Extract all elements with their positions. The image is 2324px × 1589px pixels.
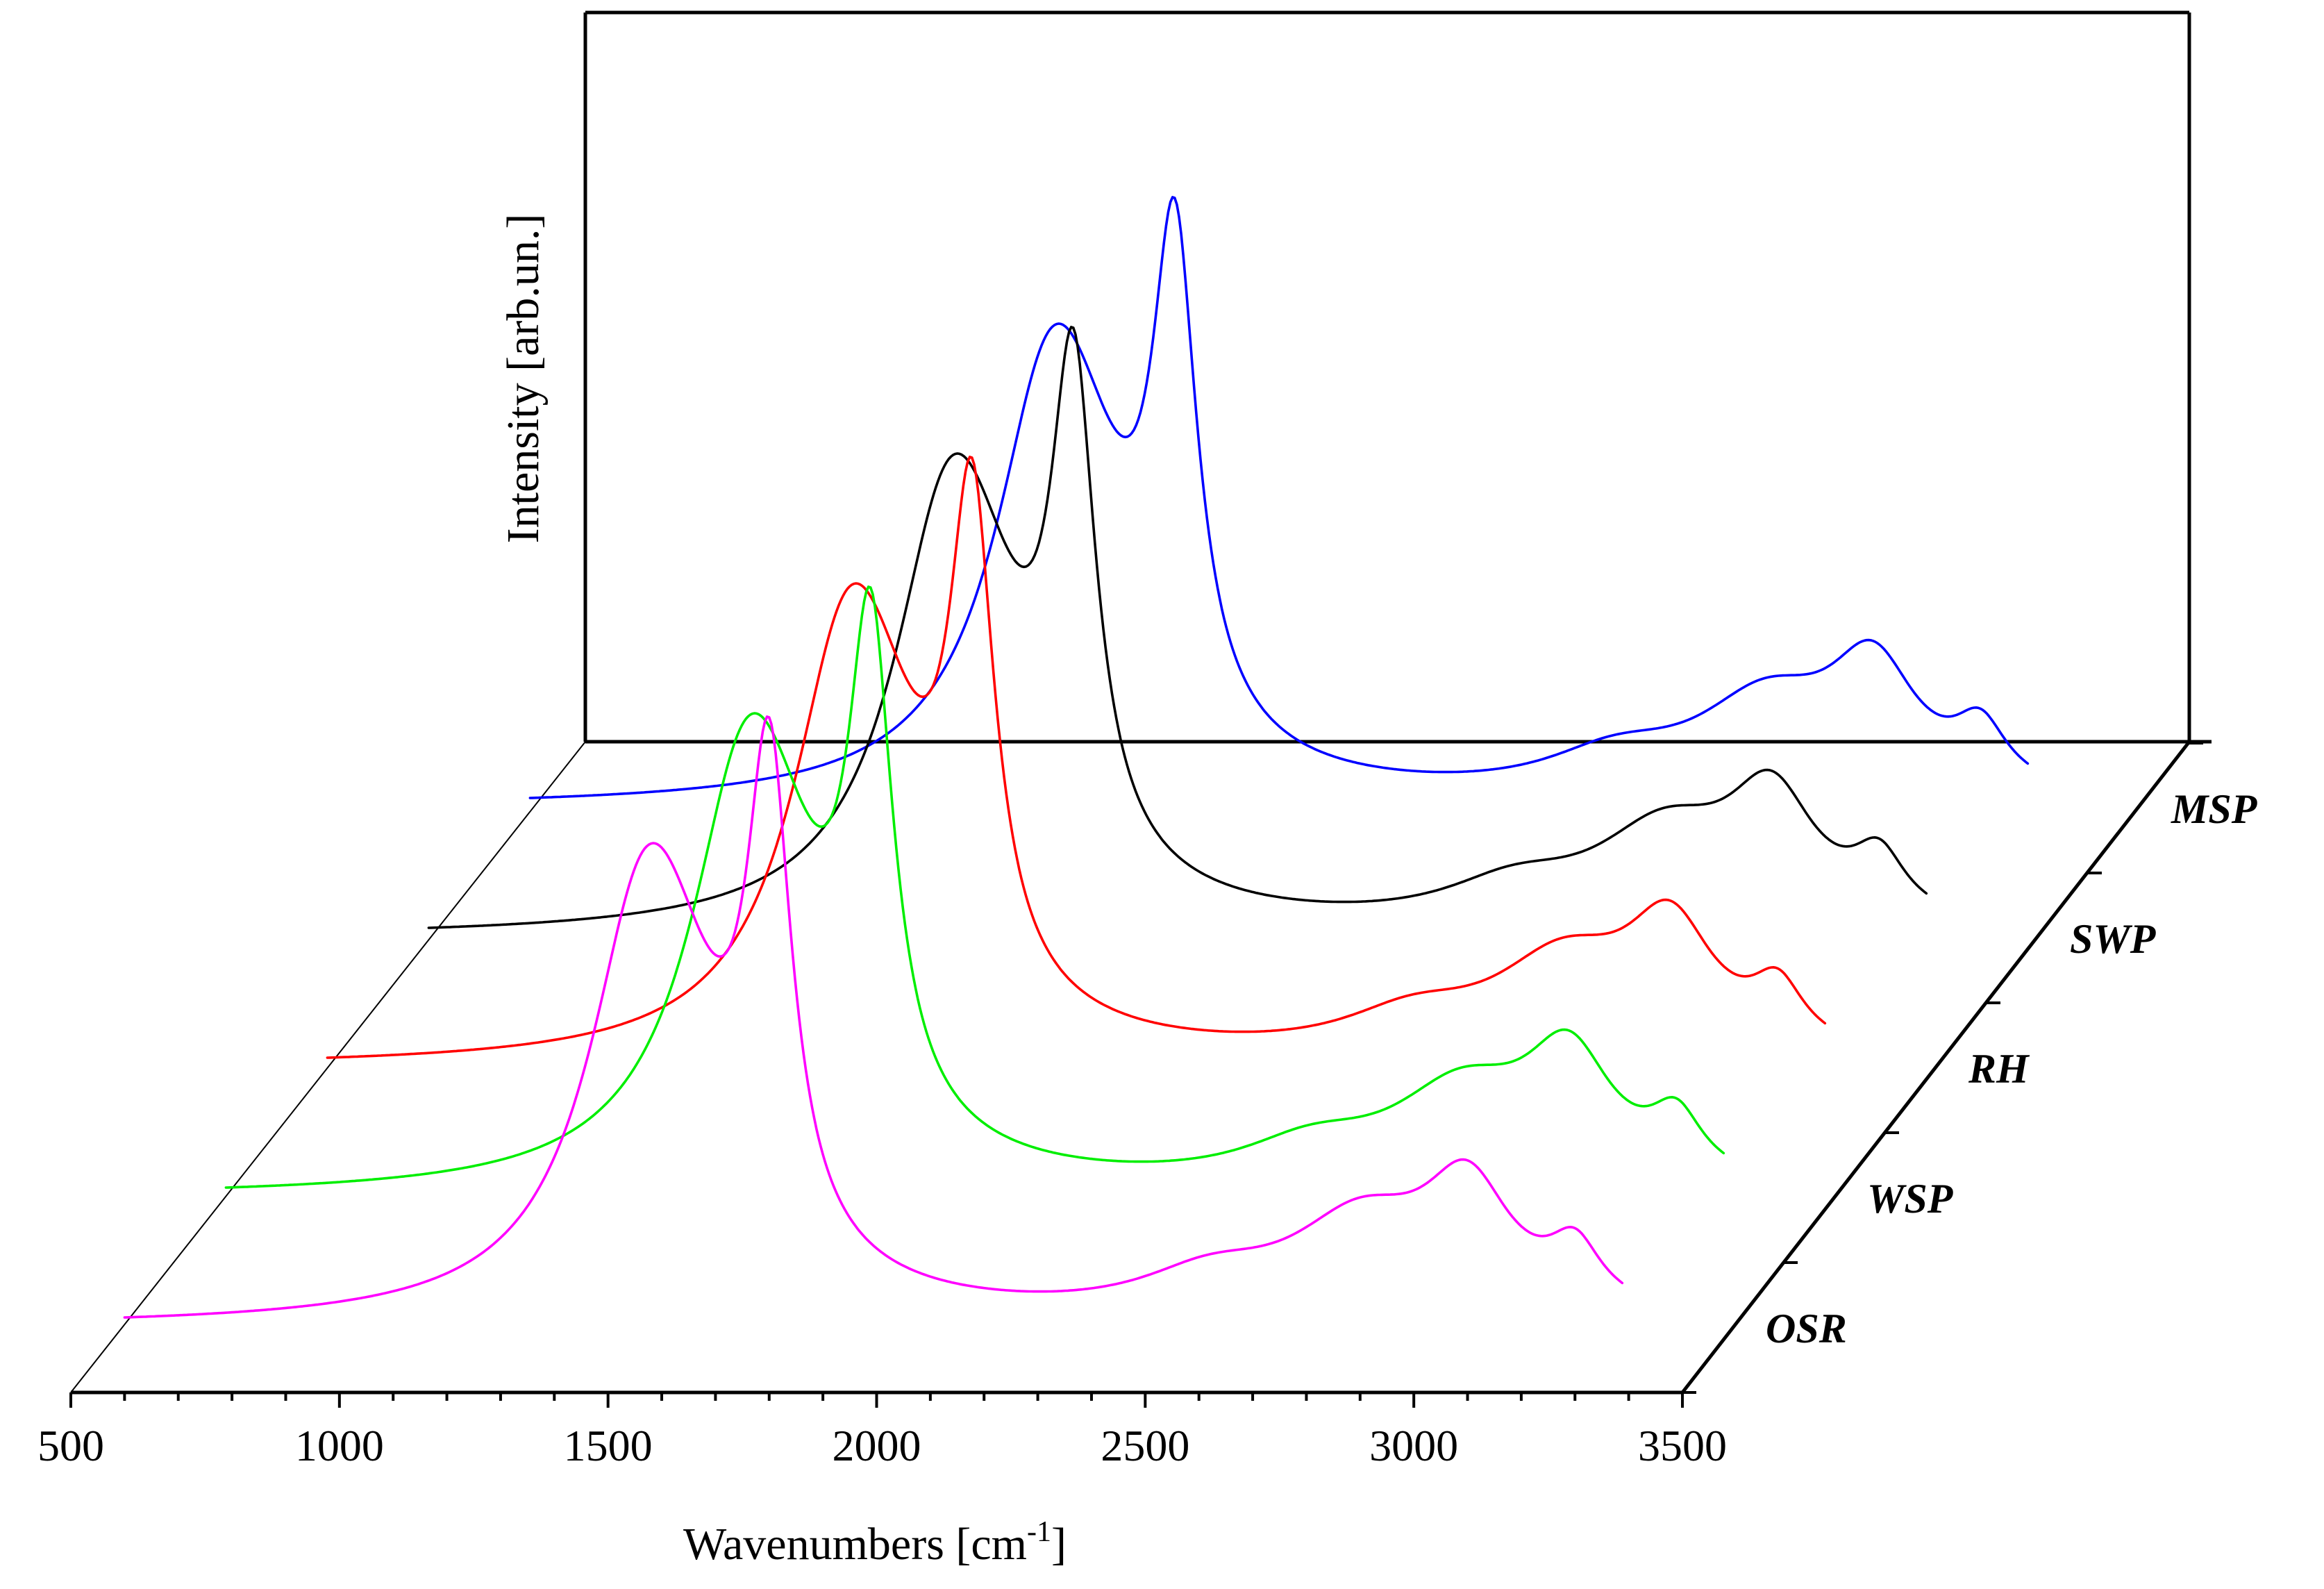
x-tick-label: 1500 xyxy=(564,1421,653,1470)
x-axis-title: Wavenumbers [cm-1] xyxy=(683,1516,1067,1570)
series-line-wsp xyxy=(224,585,1725,1189)
x-tick-label: 2000 xyxy=(833,1421,921,1470)
series-label-msp: MSP xyxy=(2171,786,2258,832)
floor-right-edge xyxy=(1681,740,2191,1394)
y-axis-title: Intensity [arb.un.] xyxy=(498,214,549,544)
series-label-osr: OSR xyxy=(1766,1306,1847,1351)
x-tick-label: 500 xyxy=(37,1421,104,1470)
x-axis-title-sup: -1 xyxy=(1027,1516,1051,1548)
series-label-rh: RH xyxy=(1968,1046,2030,1092)
floor-left-edge xyxy=(70,741,586,1393)
x-tick-label: 3500 xyxy=(1638,1421,1727,1470)
series-line-osr xyxy=(123,715,1624,1319)
series-labels: MSP SWP RH WSP OSR xyxy=(1766,786,2258,1351)
series-line-rh xyxy=(326,456,1827,1059)
x-tick-label: 2500 xyxy=(1101,1421,1189,1470)
x-axis-ticks xyxy=(69,1392,1684,1408)
x-axis-title-end: ] xyxy=(1051,1519,1067,1570)
x-axis-tick-labels: 500 1000 1500 2000 2500 3000 3500 xyxy=(37,1421,1727,1470)
series-line-swp xyxy=(427,326,1928,929)
x-axis-title-main: Wavenumbers [cm xyxy=(683,1519,1027,1570)
series-group xyxy=(123,196,2030,1319)
series-label-swp: SWP xyxy=(2070,916,2157,962)
depth-axis-ticks xyxy=(1682,742,2203,1394)
series-line-msp xyxy=(528,196,2030,799)
x-tick-label: 1000 xyxy=(295,1421,384,1470)
series-label-wsp: WSP xyxy=(1867,1176,1954,1222)
x-tick-label: 3000 xyxy=(1369,1421,1458,1470)
